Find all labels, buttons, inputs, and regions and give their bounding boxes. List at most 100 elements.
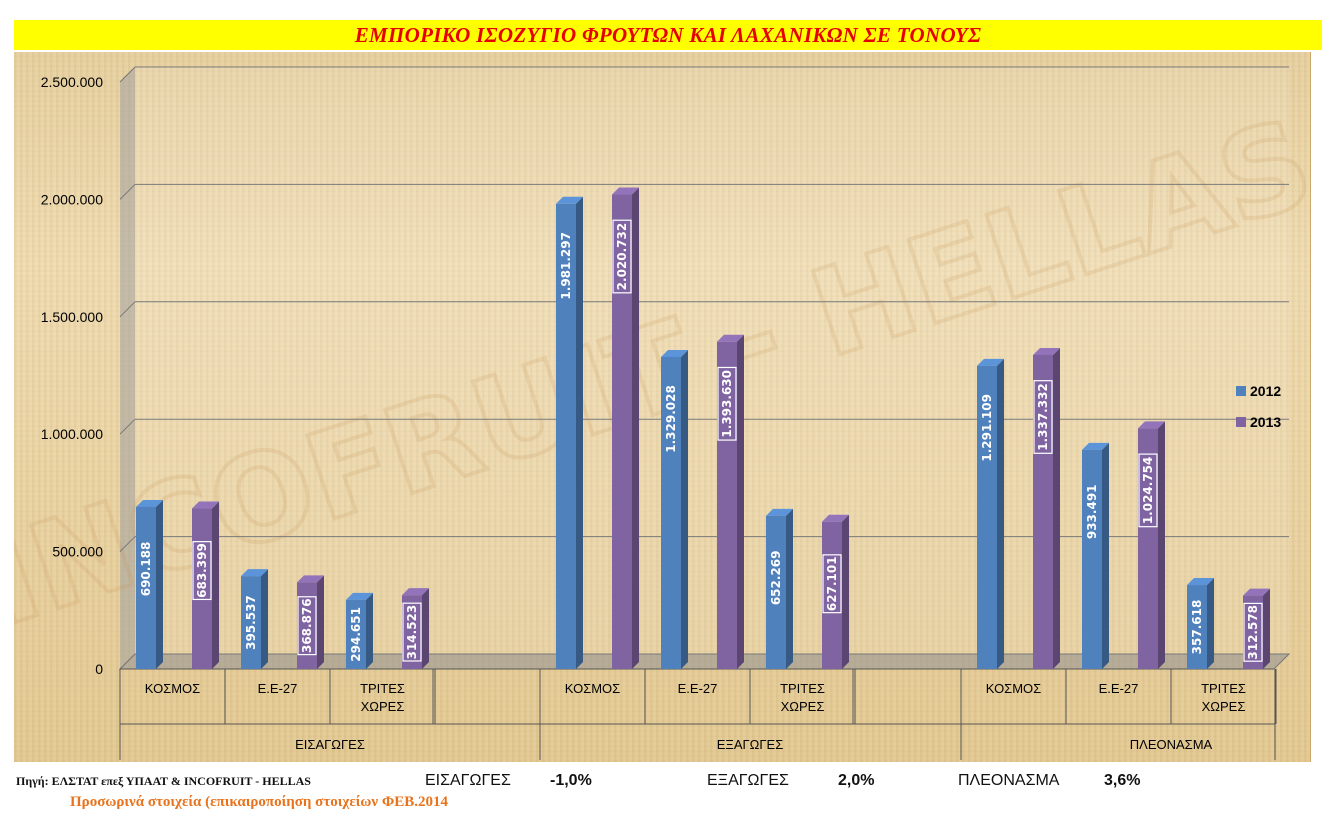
- bar-front: [661, 356, 681, 669]
- bar-top: [556, 196, 583, 204]
- bar-2012: 1.981.297: [556, 196, 583, 670]
- data-label: 368.876: [300, 598, 314, 653]
- grid-slant: [119, 418, 136, 435]
- summary-exports-value: 2,0%: [838, 772, 875, 789]
- x-category-label: Ε.Ε-27: [258, 681, 298, 696]
- bar-side: [632, 187, 639, 670]
- bar-front: [136, 506, 156, 669]
- bar-top: [661, 349, 688, 357]
- bar-2012: 652.269: [766, 508, 793, 669]
- bar-2013: 368.876: [297, 575, 324, 669]
- bar-side: [1053, 347, 1060, 669]
- bar-side: [1263, 588, 1270, 669]
- grid-slant: [119, 653, 136, 670]
- bar-side: [1102, 442, 1109, 669]
- bar-side: [317, 575, 324, 669]
- bar-front: [977, 365, 997, 669]
- bar-front: [241, 576, 261, 669]
- data-label: 357.618: [1190, 600, 1204, 655]
- bar-front: [346, 599, 366, 669]
- bar-2013: 312.578: [1243, 588, 1270, 669]
- bar-chart: INCOFRUIT - HELLAS0500.0001.000.0001.500…: [14, 66, 1310, 760]
- legend-label: 2013: [1250, 414, 1281, 430]
- x-group-label: ΕΞΑΓΩΓΕΣ: [717, 737, 784, 752]
- bar-front: [1033, 354, 1053, 669]
- data-label: 294.651: [349, 607, 363, 662]
- data-label: 314.523: [405, 605, 419, 660]
- data-label: 933.491: [1085, 484, 1099, 539]
- bar-2013: 1.024.754: [1138, 421, 1165, 669]
- bar-side: [576, 196, 583, 670]
- data-label-box: [402, 602, 422, 662]
- x-category-label: ΤΡΙΤΕΣ: [360, 681, 405, 696]
- grid-slant: [119, 301, 136, 318]
- data-label: 1.291.109: [980, 394, 994, 462]
- bar-top: [612, 187, 639, 195]
- chart-title: ΕΜΠΟΡΙΚΟ ΙΣΟΖΥΓΙΟ ΦΡΟΥΤΩΝ ΚΑΙ ΛΑΧΑΝΙΚΩΝ …: [14, 20, 1322, 50]
- y-tick-label: 1.500.000: [41, 309, 103, 325]
- bar-front: [1138, 428, 1158, 669]
- grid-slant: [119, 66, 136, 83]
- x-category-label: ΚΟΣΜΟΣ: [565, 681, 620, 696]
- data-label-box: [1243, 602, 1263, 662]
- x-category-label: Ε.Ε-27: [678, 681, 718, 696]
- x-category-label: ΚΟΣΜΟΣ: [145, 681, 200, 696]
- bar-2013: 627.101: [822, 514, 849, 669]
- x-category-label: Ε.Ε-27: [1099, 681, 1139, 696]
- bar-top: [297, 575, 324, 583]
- bar-front: [717, 341, 737, 669]
- bar-2013: 1.393.630: [717, 334, 744, 669]
- bar-2013: 2.020.732: [612, 187, 639, 670]
- source-note: Πηγή: ΕΛΣΤΑΤ επεξ ΥΠΑΑΤ & INCOFRUIT - HE…: [16, 774, 311, 788]
- bar-top: [717, 334, 744, 342]
- summary-exports-label: ΕΞΑΓΩΓΕΣ: [707, 772, 789, 789]
- bar-2013: 1.337.332: [1033, 347, 1060, 669]
- bar-top: [766, 508, 793, 516]
- summary-surplus-value: 3,6%: [1104, 772, 1141, 789]
- x-category-label: ΚΟΣΜΟΣ: [986, 681, 1041, 696]
- bar-side: [156, 499, 163, 669]
- data-label: 1.981.297: [559, 232, 573, 300]
- bar-front: [556, 203, 576, 670]
- y-tick-label: 2.500.000: [41, 74, 103, 90]
- data-label: 627.101: [825, 556, 839, 611]
- x-category-label: ΧΩΡΕΣ: [1202, 699, 1246, 714]
- bar-2013: 683.399: [192, 501, 219, 669]
- bar-2012: 690.188: [136, 499, 163, 669]
- bar-side: [997, 358, 1004, 669]
- bar-front: [766, 515, 786, 669]
- bar-top: [1033, 347, 1060, 355]
- x-category-label: ΧΩΡΕΣ: [361, 699, 405, 714]
- bar-side: [842, 514, 849, 669]
- data-label: 652.269: [769, 551, 783, 606]
- bar-side: [737, 334, 744, 669]
- data-label: 312.578: [1246, 605, 1260, 660]
- data-label: 395.537: [244, 595, 258, 650]
- x-group-label: ΕΙΣΑΓΩΓΕΣ: [295, 737, 365, 752]
- bar-side: [786, 508, 793, 669]
- data-label-box: [297, 596, 317, 656]
- summary-surplus-label: ΠΛΕΟΝΑΣΜΑ: [958, 772, 1060, 789]
- bar-top: [822, 514, 849, 522]
- data-label-box: [717, 366, 737, 441]
- bar-2012: 294.651: [346, 592, 373, 669]
- data-label: 2.020.732: [615, 223, 629, 291]
- chart-area: INCOFRUIT - HELLAS 0 500.000 1.000.000 1.500…: [14, 52, 1311, 762]
- x-category-label: ΤΡΙΤΕΣ: [780, 681, 825, 696]
- bar-front: [1187, 585, 1207, 669]
- legend-label: 2012: [1250, 383, 1281, 399]
- grid-slant: [119, 184, 136, 200]
- bar-2013: 314.523: [402, 588, 429, 669]
- bar-top: [977, 358, 1004, 366]
- data-label-box: [192, 541, 212, 601]
- bar-front: [1082, 449, 1102, 669]
- legend-swatch: [1236, 417, 1246, 427]
- data-label: 1.329.028: [664, 385, 678, 453]
- bar-top: [192, 501, 219, 509]
- y-tick-label: 1.000.000: [41, 426, 103, 442]
- floor: [118, 653, 1291, 670]
- bar-side: [681, 349, 688, 669]
- data-label-box: [1138, 453, 1158, 528]
- bar-side: [422, 588, 429, 669]
- bar-front: [822, 521, 842, 669]
